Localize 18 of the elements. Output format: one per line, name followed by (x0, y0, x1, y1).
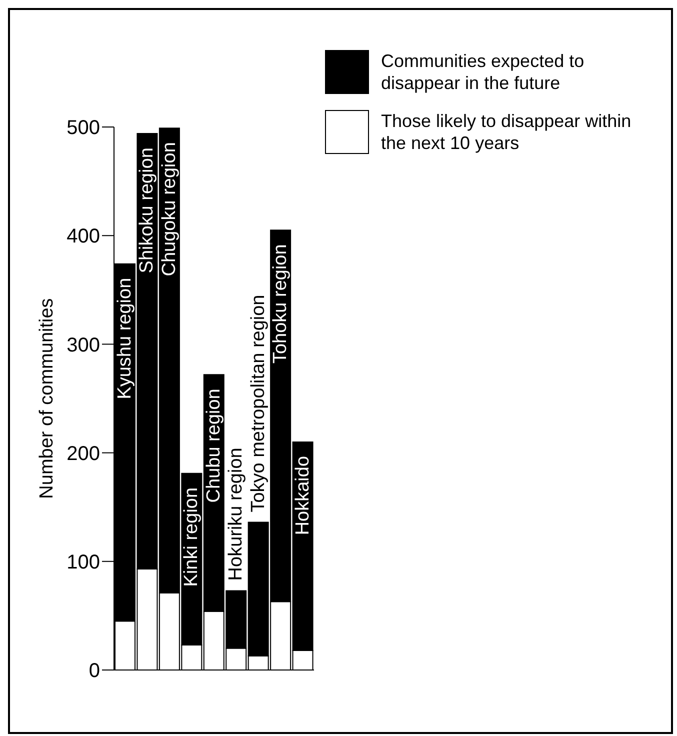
x-tick-label: Chubu region (203, 388, 224, 503)
y-tick-label: 200 (66, 442, 100, 465)
x-tick-label: Hokkaido (292, 456, 314, 536)
x-tick-label: Shikoku region (136, 148, 158, 274)
y-tick-label: 400 (66, 226, 100, 248)
x-tick-label: Kinki region (181, 487, 202, 587)
text: Communities expected to disappear in the future (381, 50, 586, 94)
y-axis-title: Number of communities (36, 298, 58, 499)
y-tick-label: 500 (66, 117, 100, 140)
x-tick-label: Hokuriku region (226, 448, 247, 581)
y-tick-label: 100 (66, 552, 100, 574)
x-tick-label: Tokyo metropolitan region (248, 294, 269, 512)
x-tick-label: Chugoku region (158, 142, 180, 276)
text: Those likely to disappear within the next 10 years (381, 110, 632, 154)
x-tick-label: Kyushu region (114, 278, 136, 400)
x-tick-label: Tohoku region (270, 244, 292, 364)
y-tick-label: 300 (66, 334, 100, 356)
y-tick-label: 0 (88, 660, 100, 682)
